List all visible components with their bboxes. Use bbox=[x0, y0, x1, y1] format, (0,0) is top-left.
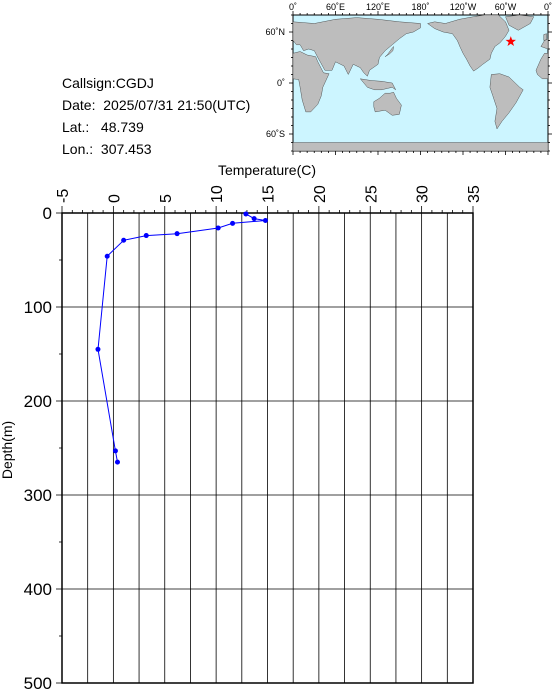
y-tick-label: 100 bbox=[24, 298, 52, 317]
map-lon-label: 120˚W bbox=[450, 2, 477, 12]
data-point bbox=[215, 225, 221, 231]
x-tick-label: 25 bbox=[363, 185, 380, 203]
land-shape bbox=[543, 33, 547, 41]
lon-row: Lon.: 307.453 bbox=[62, 138, 250, 160]
y-tick-label: 500 bbox=[24, 674, 52, 690]
map-lon-label: 0˚ bbox=[544, 2, 552, 12]
map-lat-label: 60˚S bbox=[266, 129, 285, 139]
x-tick-label: 30 bbox=[415, 185, 432, 203]
lon-value: 307.453 bbox=[100, 141, 152, 157]
chart-grid bbox=[61, 212, 474, 684]
x-tick-label: 15 bbox=[261, 185, 278, 203]
data-point bbox=[174, 231, 180, 237]
station-info: Callsign:CGDJ Date: 2025/07/31 21:50(UTC… bbox=[62, 72, 250, 160]
date-row: Date: 2025/07/31 21:50(UTC) bbox=[62, 94, 250, 116]
series-line bbox=[97, 213, 266, 463]
map-lon-label: 60˚W bbox=[495, 2, 517, 12]
y-tick-label: 200 bbox=[24, 392, 52, 411]
x-tick-label: 10 bbox=[209, 185, 226, 203]
land-shape bbox=[359, 78, 396, 90]
map-lon-label: 0˚ bbox=[289, 2, 297, 12]
callsign-value: CGDJ bbox=[115, 75, 154, 91]
land-shape bbox=[292, 17, 421, 77]
data-point bbox=[112, 448, 118, 454]
lat-row: Lat.: 48.739 bbox=[62, 116, 250, 138]
lon-label: Lon.: bbox=[62, 141, 94, 157]
land-shape bbox=[427, 14, 510, 72]
series-temperature bbox=[95, 211, 268, 465]
callsign-row: Callsign:CGDJ bbox=[62, 72, 250, 94]
data-point bbox=[143, 233, 149, 239]
land-shape bbox=[540, 38, 549, 50]
x-tick-label: 20 bbox=[312, 185, 329, 203]
date-label: Date: bbox=[62, 97, 96, 113]
data-point bbox=[251, 216, 257, 222]
world-map: 0˚ 60˚E 120˚E 180˚ 120˚W 60˚W 0˚ 60˚N 0˚ 60˚S bbox=[265, 2, 552, 155]
data-point bbox=[95, 346, 101, 352]
land-shape bbox=[384, 45, 394, 57]
map-frame bbox=[289, 11, 552, 155]
y-tick-label: 400 bbox=[24, 580, 52, 599]
map-lon-label: 180˚ bbox=[411, 2, 429, 12]
y-tick-label: 0 bbox=[43, 204, 52, 223]
data-point bbox=[230, 220, 236, 226]
data-point bbox=[114, 459, 120, 465]
plot-frame bbox=[61, 212, 474, 684]
map-lon-label: 120˚E bbox=[366, 2, 390, 12]
date-value: 2025/07/31 21:50(UTC) bbox=[103, 97, 251, 113]
x-axis-title: Temperature(C) bbox=[218, 162, 316, 178]
map-lat-label: 0˚ bbox=[277, 78, 285, 88]
map-lon-label: 60˚E bbox=[326, 2, 345, 12]
land-shape bbox=[292, 51, 330, 113]
lat-value: 48.739 bbox=[100, 119, 144, 135]
y-tick-label: 300 bbox=[24, 486, 52, 505]
land-shape bbox=[373, 92, 402, 116]
x-tick-label: -5 bbox=[55, 189, 72, 203]
data-point bbox=[243, 211, 249, 217]
lat-label: Lat.: bbox=[62, 119, 90, 135]
map-land bbox=[292, 14, 549, 152]
x-tick-label: 35 bbox=[466, 185, 483, 203]
data-point bbox=[104, 253, 110, 259]
x-tick-label: 0 bbox=[106, 194, 123, 203]
station-marker bbox=[505, 36, 516, 46]
callsign-label: Callsign: bbox=[62, 75, 116, 91]
station-star-icon bbox=[505, 36, 516, 46]
map-labels: 0˚ 60˚E 120˚E 180˚ 120˚W 60˚W 0˚ 60˚N 0˚ 60˚S bbox=[265, 2, 552, 139]
chart-ticks bbox=[56, 206, 474, 684]
map-lat-label: 60˚N bbox=[265, 27, 285, 37]
data-point bbox=[121, 237, 127, 243]
land-shape bbox=[489, 73, 524, 130]
x-tick-label: 5 bbox=[158, 194, 175, 203]
data-point bbox=[262, 218, 268, 224]
y-axis-title: Depth(m) bbox=[0, 421, 15, 479]
